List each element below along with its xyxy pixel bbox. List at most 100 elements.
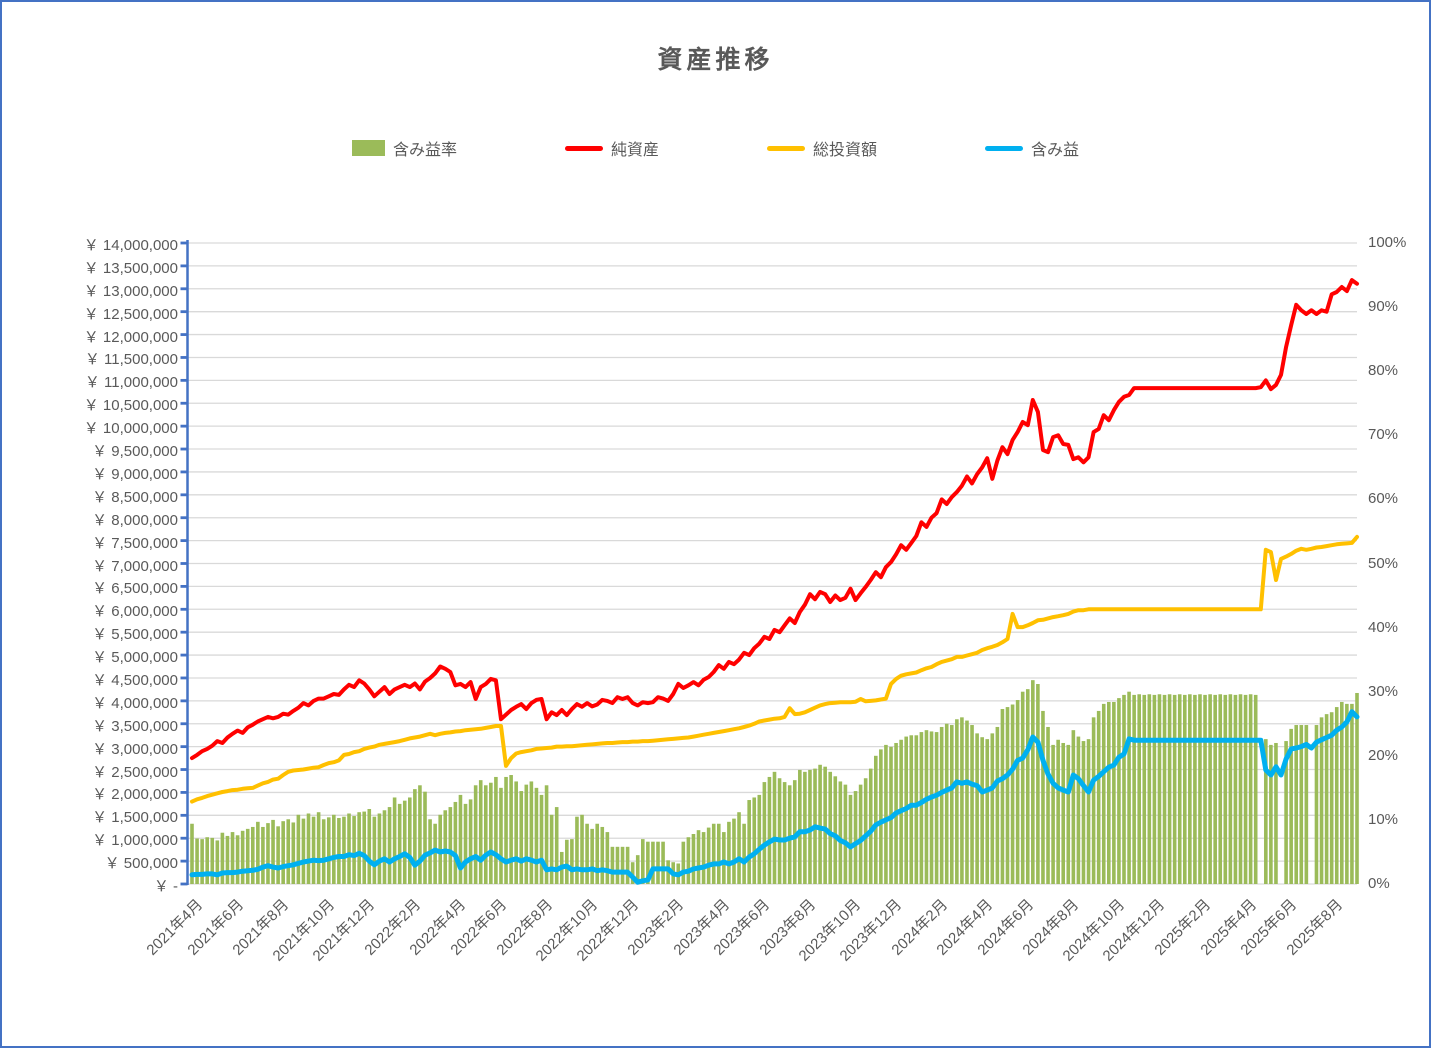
bar: [529, 781, 534, 884]
y-axis-left-label: ￥ 1,000,000: [92, 832, 178, 850]
bar: [585, 823, 589, 884]
bar: [326, 817, 331, 884]
bar: [798, 769, 802, 884]
bar: [1167, 694, 1172, 884]
bar: [1132, 694, 1136, 884]
bar: [716, 823, 721, 884]
bar: [757, 794, 762, 884]
y-axis-tick: [180, 768, 188, 771]
bar: [858, 784, 863, 884]
bar: [590, 828, 594, 884]
bar: [939, 726, 944, 884]
bar: [646, 841, 650, 884]
chart-title: 資産推移: [657, 46, 774, 74]
legend-item-total-investment: 総投資額: [767, 136, 877, 160]
y-axis-tick: [180, 607, 188, 611]
bar: [742, 823, 746, 884]
bar: [1228, 694, 1233, 884]
bar: [1031, 680, 1035, 884]
bar: [767, 776, 772, 884]
line-swatch-icon: [985, 145, 1024, 151]
bar: [843, 784, 848, 884]
bar: [392, 797, 397, 884]
y-axis-tick: [180, 791, 188, 794]
bar: [696, 830, 701, 884]
bar: [868, 768, 873, 884]
bar: [1076, 736, 1081, 884]
bar: [635, 855, 640, 884]
bar: [367, 809, 372, 884]
bar: [1061, 742, 1066, 884]
bar: [1324, 714, 1329, 884]
bar: [1253, 694, 1258, 884]
y-axis-left-label: ￥ 5,500,000: [92, 626, 178, 644]
bar: [1066, 744, 1071, 884]
bar: [200, 839, 204, 884]
bar: [1101, 703, 1106, 884]
bar: [1269, 744, 1273, 884]
y-axis-tick: [180, 813, 188, 817]
y-axis-tick: [180, 699, 188, 703]
bar: [483, 785, 488, 884]
y-axis-left-label: ￥ 6,000,000: [92, 603, 178, 621]
bar: [1162, 694, 1167, 884]
bar: [651, 841, 655, 884]
bar: [230, 832, 235, 884]
bar: [732, 818, 736, 884]
bar: [1172, 694, 1177, 884]
bar: [1046, 726, 1050, 884]
y-axis-tick: [180, 356, 188, 359]
bar: [352, 816, 356, 884]
legend-label: 含み益率: [392, 142, 457, 159]
y-axis-left-label: ￥ 14,000,000: [83, 237, 178, 254]
bar: [1193, 694, 1197, 884]
bar: [595, 823, 600, 884]
line-total-investment: [190, 534, 1359, 804]
y-axis-tick: [180, 310, 188, 314]
bar: [225, 835, 230, 884]
y-axis-tick: [180, 630, 188, 634]
y-axis-right-label: 90%: [1368, 298, 1399, 316]
bar: [494, 776, 498, 884]
chart-legend: 含み益率 純資産 総投資額 含み益: [2, 136, 1429, 160]
y-axis-left-label: ￥ 7,500,000: [92, 534, 178, 552]
bar: [377, 813, 382, 884]
bar: [722, 832, 726, 884]
y-axis-tick: [180, 859, 188, 863]
bar: [1127, 691, 1131, 884]
bar: [1147, 694, 1152, 884]
y-axis-tick: [180, 836, 188, 840]
bar: [266, 823, 270, 884]
bar: [276, 826, 280, 884]
bar: [615, 846, 620, 884]
y-axis-right-label: 70%: [1368, 426, 1399, 444]
bar: [372, 816, 377, 884]
bar: [1188, 694, 1192, 884]
bar: [1350, 703, 1354, 884]
bar: [752, 797, 757, 884]
y-axis-tick: [180, 401, 188, 405]
bar: [691, 834, 696, 884]
bar: [1274, 742, 1278, 884]
bar: [504, 776, 508, 884]
y-axis-tick: [180, 264, 188, 268]
bar: [570, 839, 574, 884]
bar: [514, 781, 518, 884]
y-axis-right-label: 60%: [1368, 490, 1399, 508]
bar: [580, 814, 584, 884]
bar: [1345, 703, 1349, 884]
bar: [1218, 694, 1223, 884]
bar: [347, 813, 351, 884]
bar: [1177, 694, 1182, 884]
bar: [1238, 694, 1243, 884]
bar: [1157, 694, 1162, 884]
y-axis-tick: [180, 653, 188, 657]
bar: [418, 785, 422, 884]
bar: [549, 814, 554, 884]
bar: [914, 735, 919, 884]
bar: [1289, 728, 1293, 884]
bar: [306, 813, 311, 884]
y-axis-left-label: ￥ 10,000,000: [83, 420, 178, 438]
bar: [261, 826, 265, 884]
